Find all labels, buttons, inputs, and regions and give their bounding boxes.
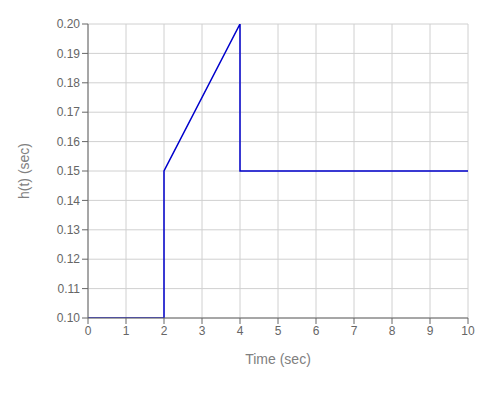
- svg-text:0: 0: [85, 324, 92, 338]
- svg-text:Time (sec): Time (sec): [245, 351, 311, 367]
- svg-text:0.11: 0.11: [58, 282, 81, 296]
- svg-text:6: 6: [313, 324, 320, 338]
- svg-text:0.20: 0.20: [57, 17, 81, 31]
- svg-text:1: 1: [123, 324, 130, 338]
- svg-text:3: 3: [199, 324, 206, 338]
- svg-text:h(t) (sec): h(t) (sec): [16, 143, 32, 199]
- svg-text:0.17: 0.17: [57, 105, 81, 119]
- svg-text:10: 10: [461, 324, 475, 338]
- svg-text:0.10: 0.10: [57, 311, 81, 325]
- svg-text:8: 8: [389, 324, 396, 338]
- svg-text:0.16: 0.16: [57, 135, 81, 149]
- svg-text:2: 2: [161, 324, 168, 338]
- svg-text:0.14: 0.14: [57, 194, 81, 208]
- svg-text:4: 4: [237, 324, 244, 338]
- svg-text:0.19: 0.19: [57, 47, 81, 61]
- svg-text:7: 7: [351, 324, 358, 338]
- svg-text:9: 9: [427, 324, 434, 338]
- svg-text:0.18: 0.18: [57, 76, 81, 90]
- svg-text:0.13: 0.13: [57, 223, 81, 237]
- svg-text:5: 5: [275, 324, 282, 338]
- svg-text:0.15: 0.15: [57, 164, 81, 178]
- svg-text:0.12: 0.12: [57, 252, 81, 266]
